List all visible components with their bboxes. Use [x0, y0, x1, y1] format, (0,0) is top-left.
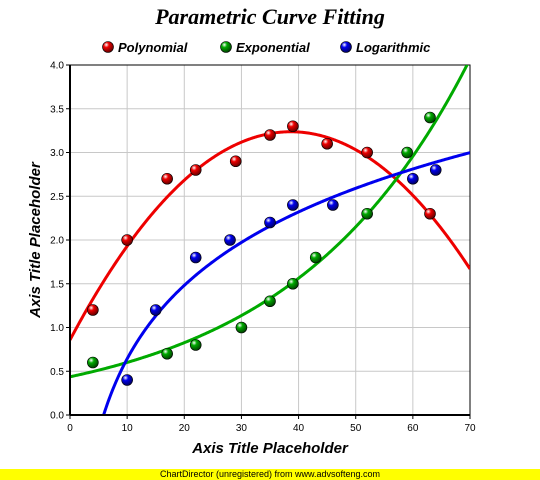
data-point-exponential	[264, 295, 276, 308]
fitted-curves	[70, 65, 470, 415]
legend: Polynomial Exponential Logarithmic	[102, 40, 431, 55]
data-point-logarithmic	[407, 172, 419, 185]
data-point-exponential	[401, 146, 413, 159]
data-points	[87, 111, 442, 386]
data-point-polynomial	[161, 172, 173, 185]
legend-marker-polynomial	[102, 41, 114, 53]
y-tick-label: 2.0	[50, 236, 64, 247]
x-tick-label: 30	[236, 423, 248, 434]
chart-title: Parametric Curve Fitting	[154, 4, 385, 29]
data-point-logarithmic	[149, 304, 162, 316]
legend-marker-logarithmic	[340, 41, 352, 53]
data-point-exponential	[87, 356, 99, 369]
y-tick-label: 3.5	[50, 104, 64, 115]
data-point-exponential	[189, 339, 202, 351]
data-point-logarithmic	[224, 234, 236, 246]
y-tick-label: 2.5	[50, 192, 64, 203]
x-tick-label: 60	[407, 423, 419, 434]
data-point-polynomial	[321, 137, 333, 150]
y-axis-title: Axis Title Placeholder	[27, 161, 44, 319]
data-point-logarithmic	[287, 199, 299, 211]
y-tick-label: 0.5	[50, 367, 64, 378]
x-tick-label: 20	[179, 423, 191, 434]
data-point-exponential	[161, 347, 173, 360]
data-point-exponential	[287, 277, 299, 290]
y-tick-label: 0.0	[50, 411, 64, 422]
data-point-polynomial	[287, 120, 299, 133]
data-point-polynomial	[189, 164, 202, 176]
footer-text: ChartDirector (unregistered) from www.ad…	[159, 469, 381, 479]
data-point-logarithmic	[121, 374, 133, 386]
data-point-polynomial	[424, 207, 436, 220]
x-tick-label: 50	[350, 423, 362, 434]
data-point-polynomial	[361, 146, 373, 159]
x-tick-label: 40	[293, 423, 305, 434]
data-point-polynomial	[229, 155, 242, 168]
legend-label-logarithmic: Logarithmic	[356, 40, 431, 55]
x-tick-label: 0	[67, 423, 73, 434]
y-tick-label: 1.5	[50, 279, 64, 290]
data-point-logarithmic	[429, 164, 442, 176]
data-point-exponential	[235, 321, 248, 334]
data-point-logarithmic	[189, 251, 202, 264]
data-point-exponential	[424, 111, 436, 124]
data-point-polynomial	[121, 234, 133, 246]
gridlines	[70, 65, 470, 415]
y-tick-label: 1.0	[50, 323, 64, 334]
legend-marker-exponential	[220, 41, 232, 53]
x-tick-label: 70	[464, 423, 476, 434]
y-tick-label: 4.0	[50, 61, 64, 72]
legend-label-polynomial: Polynomial	[118, 40, 188, 55]
x-tick-label: 10	[122, 423, 134, 434]
footer-bar: ChartDirector (unregistered) from www.ad…	[0, 469, 540, 480]
data-point-exponential	[309, 251, 322, 264]
data-point-logarithmic	[327, 199, 339, 211]
data-point-polynomial	[87, 304, 99, 316]
data-point-exponential	[361, 207, 373, 220]
legend-label-exponential: Exponential	[236, 40, 310, 55]
data-point-logarithmic	[264, 216, 276, 229]
y-tick-label: 3.0	[50, 148, 64, 159]
axes: 0 10 20 30 40 50 60 70 0.0 0.5 1.0 1.5 2.0 2.5 3.0 3.5 4…	[50, 61, 476, 435]
x-axis-title: Axis Title Placeholder	[191, 440, 349, 457]
data-point-polynomial	[264, 129, 276, 141]
